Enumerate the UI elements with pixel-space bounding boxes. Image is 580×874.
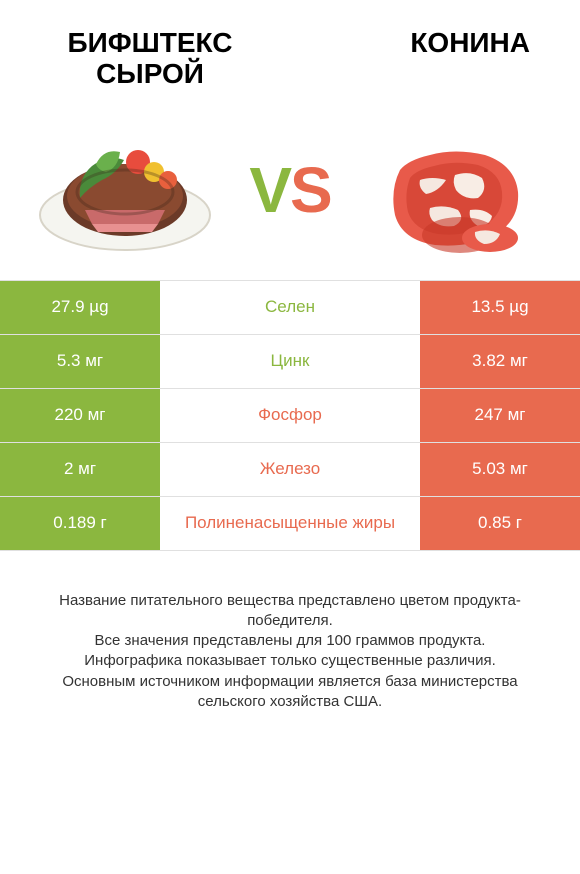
vs-label: VS — [249, 153, 330, 227]
cell-left-value: 220 мг — [0, 389, 160, 442]
cell-left-value: 27.9 µg — [0, 281, 160, 334]
nutrient-table: 27.9 µgСелен13.5 µg5.3 мгЦинк3.82 мг220 … — [0, 280, 580, 551]
title-left: БИФШТЕКС СЫРОЙ — [50, 28, 250, 90]
cell-nutrient-label: Цинк — [160, 335, 420, 388]
beefsteak-image — [30, 120, 220, 260]
cell-right-value: 247 мг — [420, 389, 580, 442]
images-row: VS — [0, 90, 580, 280]
footnote-line: Название питательного вещества представл… — [30, 591, 550, 632]
cell-left-value: 5.3 мг — [0, 335, 160, 388]
cell-left-value: 0.189 г — [0, 497, 160, 550]
footnote: Название питательного вещества представл… — [0, 551, 580, 713]
horsemeat-image — [360, 120, 550, 260]
cell-nutrient-label: Полиненасыщенные жиры — [160, 497, 420, 550]
cell-right-value: 13.5 µg — [420, 281, 580, 334]
cell-left-value: 2 мг — [0, 443, 160, 496]
footnote-line: Все значения представлены для 100 граммо… — [30, 631, 550, 651]
header: БИФШТЕКС СЫРОЙ КОНИНА — [0, 0, 580, 90]
cell-right-value: 0.85 г — [420, 497, 580, 550]
cell-right-value: 3.82 мг — [420, 335, 580, 388]
cell-nutrient-label: Селен — [160, 281, 420, 334]
table-row: 0.189 гПолиненасыщенные жиры0.85 г — [0, 497, 580, 551]
footnote-line: Основным источником информации является … — [30, 672, 550, 713]
vs-v: V — [249, 154, 290, 226]
vs-s: S — [290, 154, 331, 226]
cell-right-value: 5.03 мг — [420, 443, 580, 496]
cell-nutrient-label: Фосфор — [160, 389, 420, 442]
footnote-line: Инфографика показывает только существенн… — [30, 651, 550, 671]
title-right: КОНИНА — [330, 28, 530, 59]
table-row: 5.3 мгЦинк3.82 мг — [0, 335, 580, 389]
table-row: 27.9 µgСелен13.5 µg — [0, 281, 580, 335]
table-row: 2 мгЖелезо5.03 мг — [0, 443, 580, 497]
table-row: 220 мгФосфор247 мг — [0, 389, 580, 443]
cell-nutrient-label: Железо — [160, 443, 420, 496]
